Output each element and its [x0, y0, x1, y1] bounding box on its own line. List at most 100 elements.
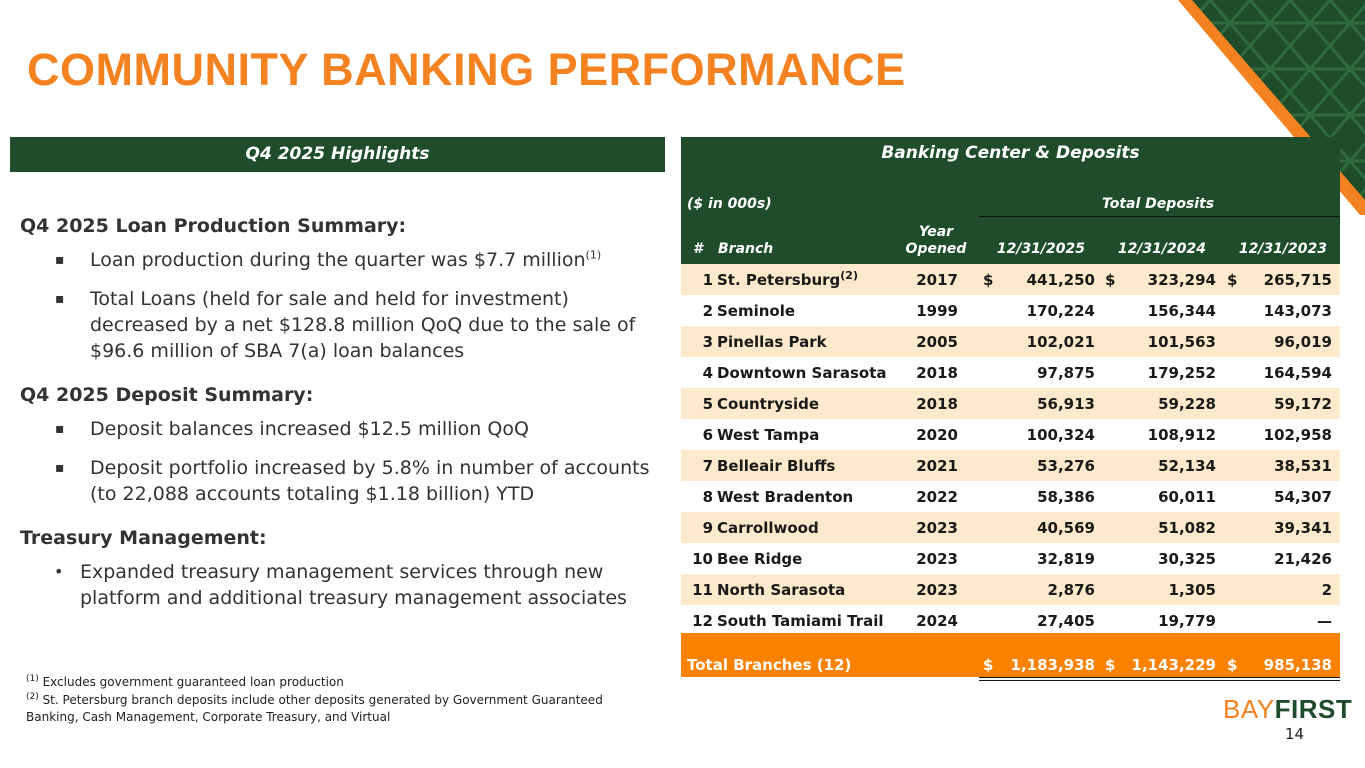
deposits-2025: 58,386 — [1037, 488, 1095, 506]
year-opened: 2024 — [916, 612, 958, 630]
branch-name: West Bradenton — [717, 488, 854, 506]
square-bullet-icon: ▪ — [55, 291, 65, 307]
col-date-2023: 12/31/2023 — [1238, 241, 1327, 257]
total-dollar-2: $ — [1105, 656, 1116, 674]
row-number: 11 — [692, 581, 713, 599]
row-number: 12 — [692, 612, 713, 630]
deposits-2025: 56,913 — [1037, 395, 1095, 413]
deposits-2024: 1,305 — [1168, 581, 1216, 599]
total-value-2024: 1,143,229 — [1131, 656, 1216, 674]
deposits-2023: 265,715 — [1263, 271, 1332, 289]
branch-name: Belleair Bluffs — [717, 457, 836, 475]
deposits-2025: 53,276 — [1037, 457, 1095, 475]
deposits-2024: 108,912 — [1147, 426, 1216, 444]
banking-center-header: Banking Center & Deposits — [681, 137, 1340, 172]
deposits-2025: 40,569 — [1037, 519, 1095, 537]
total-dollar-3: $ — [1227, 656, 1238, 674]
branch-name: South Tamiami Trail — [717, 612, 884, 630]
branch-name: Downtown Sarasota — [717, 364, 887, 382]
total-row: Total Branches (12) $ 1,183,938 $ 1,143,… — [681, 633, 1340, 677]
deposits-2025: 170,224 — [1026, 302, 1095, 320]
deposits-2023: 59,172 — [1274, 395, 1332, 413]
table-row: 4 2018 97,875 179,252 164,594 Downtown Saraso… — [681, 357, 1340, 388]
total-double-rule — [979, 680, 1340, 681]
year-opened: 2023 — [916, 550, 958, 568]
year-opened: 2022 — [916, 488, 958, 506]
deposits-2023: 143,073 — [1263, 302, 1332, 320]
table-row: 3 2005 102,021 101,563 96,019 Pinellas Park — [681, 326, 1340, 357]
year-opened: 2017 — [916, 271, 958, 289]
round-bullet-icon: • — [54, 562, 64, 581]
deposits-2025: 2,876 — [1047, 581, 1095, 599]
year-opened: 2021 — [916, 457, 958, 475]
table-row: 1 2017 441,250 323,294 265,715 St. Petersburg… — [681, 264, 1340, 295]
deposits-2023: 39,341 — [1274, 519, 1332, 537]
row-number: 9 — [702, 519, 713, 537]
footnote-1: (1) Excludes government guaranteed loan … — [26, 674, 344, 690]
table-row: 10 2023 32,819 30,325 21,426 Bee Ridge — [681, 543, 1340, 574]
row-number: 3 — [702, 333, 713, 351]
dollar-sign: $ — [1105, 271, 1116, 289]
highlight-bullet: ▪ Deposit portfolio increased by 5.8% in … — [55, 457, 650, 505]
highlights-header: Q4 2025 Highlights — [10, 137, 665, 172]
row-number: 6 — [702, 426, 713, 444]
total-value-2023: 985,138 — [1263, 656, 1332, 674]
row-number: 5 — [702, 395, 713, 413]
section-title: Q4 2025 Deposit Summary: — [20, 384, 314, 406]
square-bullet-icon: ▪ — [55, 421, 65, 437]
deposits-2024: 179,252 — [1147, 364, 1216, 382]
table-row: 8 2022 58,386 60,011 54,307 West Bradenton — [681, 481, 1340, 512]
deposits-2025: 27,405 — [1037, 612, 1095, 630]
branch-name: Pinellas Park — [717, 333, 827, 351]
table-row: 2 1999 170,224 156,344 143,073 Seminole — [681, 295, 1340, 326]
deposits-2025: 102,021 — [1026, 333, 1095, 351]
total-double-rule — [979, 677, 1340, 678]
col-num: # — [693, 241, 703, 257]
branch-name: St. Petersburg(2) — [717, 269, 858, 289]
deposits-2024: 51,082 — [1158, 519, 1216, 537]
deposits-2024: 323,294 — [1147, 271, 1216, 289]
section-title: Q4 2025 Loan Production Summary: — [20, 215, 407, 237]
deposits-2023: 38,531 — [1274, 457, 1332, 475]
bayfirst-logo: BAYFIRST — [1223, 694, 1353, 724]
square-bullet-icon: ▪ — [55, 460, 65, 476]
year-opened: 2018 — [916, 364, 958, 382]
section-title: Treasury Management: — [20, 527, 267, 549]
year-opened: 1999 — [916, 302, 958, 320]
total-label: Total Branches (12) — [687, 656, 852, 674]
deposits-2024: 52,134 — [1158, 457, 1216, 475]
col-branch: Branch — [718, 241, 774, 257]
deposits-2025: 32,819 — [1037, 550, 1095, 568]
row-number: 7 — [702, 457, 713, 475]
table-row: 6 2020 100,324 108,912 102,958 West Tampa — [681, 419, 1340, 450]
deposits-2024: 19,779 — [1158, 612, 1216, 630]
col-date-2025: 12/31/2025 — [996, 241, 1085, 257]
row-number: 10 — [692, 550, 713, 568]
deposits-2023: 21,426 — [1274, 550, 1332, 568]
branch-name: Carrollwood — [717, 519, 819, 537]
row-number: 2 — [702, 302, 713, 320]
year-opened: 2023 — [916, 581, 958, 599]
footnotes: (1) Excludes government guaranteed loan … — [26, 674, 606, 727]
branch-name: Bee Ridge — [717, 550, 803, 568]
deposits-2024: 156,344 — [1147, 302, 1216, 320]
deposits-table-body: 1 2017 441,250 323,294 265,715 St. Petersburg… — [681, 264, 1340, 636]
table-row: 9 2023 40,569 51,082 39,341 Carrollwood — [681, 512, 1340, 543]
highlight-bullet: ▪ Deposit balances increased $12.5 millio… — [55, 418, 529, 440]
branch-name: Seminole — [717, 302, 796, 320]
dollar-sign: $ — [983, 271, 994, 289]
branch-name: West Tampa — [717, 426, 820, 444]
deposits-2023: 102,958 — [1263, 426, 1332, 444]
deposits-2024: 59,228 — [1158, 395, 1216, 413]
deposits-2025: 441,250 — [1026, 271, 1095, 289]
branch-name: North Sarasota — [717, 581, 846, 599]
highlights-body: Q4 2025 Loan Production Summary: ▪ Loan pr… — [20, 208, 665, 624]
year-opened: 2023 — [916, 519, 958, 537]
highlight-bullet: • Expanded treasury management services t… — [54, 561, 627, 609]
footnote-2: (2) St. Petersburg branch deposits inclu… — [26, 691, 603, 724]
deposits-2023: 96,019 — [1274, 333, 1332, 351]
deposits-2023: 2 — [1321, 581, 1332, 599]
table-row: 5 2018 56,913 59,228 59,172 Countryside — [681, 388, 1340, 419]
deposits-2025: 100,324 — [1026, 426, 1095, 444]
col-year-opened: Year Opened — [905, 224, 967, 257]
